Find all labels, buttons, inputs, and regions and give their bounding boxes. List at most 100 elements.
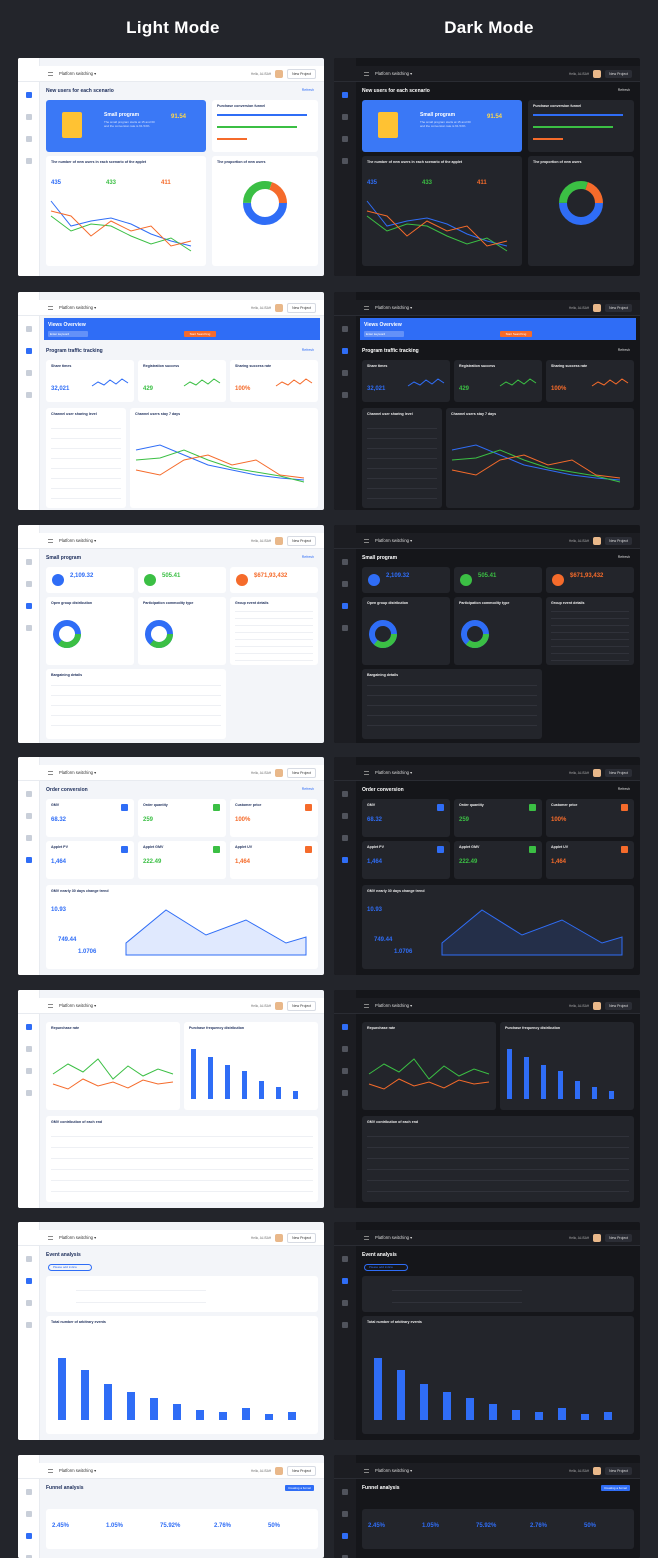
sidebar-nav-icon[interactable]: [26, 114, 32, 120]
new-project-button[interactable]: New Project: [287, 535, 316, 546]
sidebar-nav-icon[interactable]: [342, 158, 348, 164]
sidebar-nav-icon[interactable]: [26, 136, 32, 142]
sidebar-nav-icon[interactable]: [342, 559, 348, 565]
sidebar-nav-icon[interactable]: [26, 1090, 32, 1096]
menu-icon[interactable]: [48, 1468, 53, 1473]
sidebar-nav-icon[interactable]: [342, 348, 348, 354]
platform-switcher[interactable]: Platform switching ▾: [59, 1468, 97, 1473]
sidebar-nav-icon[interactable]: [342, 1068, 348, 1074]
menu-icon[interactable]: [48, 538, 53, 543]
sidebar-nav-icon[interactable]: [342, 581, 348, 587]
refresh-button[interactable]: Refresh: [301, 787, 314, 791]
filter-row[interactable]: [76, 1302, 206, 1303]
menu-icon[interactable]: [48, 71, 53, 76]
sidebar-nav-icon[interactable]: [342, 136, 348, 142]
refresh-button[interactable]: Refresh: [301, 88, 314, 92]
platform-switcher[interactable]: Platform switching ▾: [375, 770, 413, 775]
new-project-button[interactable]: New Project: [287, 767, 316, 778]
sidebar-nav-icon[interactable]: [26, 813, 32, 819]
avatar[interactable]: [593, 1466, 602, 1475]
sidebar-nav-icon[interactable]: [26, 1555, 32, 1558]
sidebar-nav-icon[interactable]: [342, 326, 348, 332]
sidebar-nav-icon[interactable]: [26, 1489, 32, 1495]
sidebar-nav-icon[interactable]: [26, 348, 32, 354]
sidebar-nav-icon[interactable]: [342, 1555, 348, 1558]
sidebar-nav-icon[interactable]: [26, 1046, 32, 1052]
search-button[interactable]: Start Searching: [500, 331, 532, 337]
platform-switcher[interactable]: Platform switching ▾: [375, 1235, 413, 1240]
sidebar-nav-icon[interactable]: [342, 1090, 348, 1096]
avatar[interactable]: [593, 768, 602, 777]
sidebar-nav-icon[interactable]: [342, 1300, 348, 1306]
sidebar-nav-icon[interactable]: [26, 1300, 32, 1306]
avatar[interactable]: [275, 1466, 284, 1475]
menu-icon[interactable]: [364, 1468, 369, 1473]
platform-switcher[interactable]: Platform switching ▾: [59, 770, 97, 775]
sidebar-nav-icon[interactable]: [26, 791, 32, 797]
sidebar-nav-icon[interactable]: [342, 857, 348, 863]
sidebar-nav-icon[interactable]: [26, 1278, 32, 1284]
platform-switcher[interactable]: Platform switching ▾: [59, 71, 97, 76]
platform-switcher[interactable]: Platform switching ▾: [375, 1003, 413, 1008]
filter-row[interactable]: [392, 1290, 522, 1291]
avatar[interactable]: [593, 303, 602, 312]
sidebar-nav-icon[interactable]: [26, 1256, 32, 1262]
sidebar-nav-icon[interactable]: [26, 1533, 32, 1539]
keyword-input[interactable]: Enter keyword: [364, 331, 404, 337]
sidebar-nav-icon[interactable]: [342, 791, 348, 797]
sidebar-nav-icon[interactable]: [342, 835, 348, 841]
platform-switcher[interactable]: Platform switching ▾: [59, 1235, 97, 1240]
avatar[interactable]: [593, 69, 602, 78]
sidebar-nav-icon[interactable]: [342, 625, 348, 631]
sidebar-nav-icon[interactable]: [26, 1068, 32, 1074]
avatar[interactable]: [275, 303, 284, 312]
avatar[interactable]: [593, 536, 602, 545]
new-project-button[interactable]: New Project: [287, 1465, 316, 1476]
add-indicator-button[interactable]: Please add indica: [48, 1264, 92, 1271]
new-project-button[interactable]: New Project: [287, 1000, 316, 1011]
new-project-button[interactable]: New Project: [605, 303, 632, 312]
sidebar-nav-icon[interactable]: [26, 392, 32, 398]
sidebar-nav-icon[interactable]: [26, 92, 32, 98]
sidebar-nav-icon[interactable]: [342, 370, 348, 376]
refresh-button[interactable]: Refresh: [301, 348, 314, 352]
sidebar-nav-icon[interactable]: [26, 1511, 32, 1517]
new-project-button[interactable]: New Project: [287, 68, 316, 79]
create-funnel-button[interactable]: Creating a funnel: [601, 1485, 630, 1491]
avatar[interactable]: [593, 1233, 602, 1242]
new-project-button[interactable]: New Project: [605, 1466, 632, 1475]
refresh-button[interactable]: Refresh: [617, 88, 630, 92]
sidebar-nav-icon[interactable]: [26, 559, 32, 565]
platform-switcher[interactable]: Platform switching ▾: [59, 305, 97, 310]
menu-icon[interactable]: [48, 1235, 53, 1240]
filter-row[interactable]: [392, 1302, 522, 1303]
search-button[interactable]: Start Searching: [184, 331, 216, 337]
avatar[interactable]: [275, 69, 284, 78]
avatar[interactable]: [593, 1001, 602, 1010]
avatar[interactable]: [275, 1001, 284, 1010]
sidebar-nav-icon[interactable]: [26, 857, 32, 863]
menu-icon[interactable]: [364, 305, 369, 310]
sidebar-nav-icon[interactable]: [26, 581, 32, 587]
sidebar-nav-icon[interactable]: [342, 1024, 348, 1030]
refresh-button[interactable]: Refresh: [617, 555, 630, 559]
create-funnel-button[interactable]: Creating a funnel: [285, 1485, 314, 1491]
sidebar-nav-icon[interactable]: [342, 92, 348, 98]
menu-icon[interactable]: [48, 770, 53, 775]
sidebar-nav-icon[interactable]: [26, 625, 32, 631]
sidebar-nav-icon[interactable]: [26, 835, 32, 841]
sidebar-nav-icon[interactable]: [26, 370, 32, 376]
avatar[interactable]: [275, 768, 284, 777]
sidebar-nav-icon[interactable]: [26, 1024, 32, 1030]
menu-icon[interactable]: [48, 305, 53, 310]
new-project-button[interactable]: New Project: [287, 302, 316, 313]
menu-icon[interactable]: [364, 71, 369, 76]
platform-switcher[interactable]: Platform switching ▾: [59, 1003, 97, 1008]
sidebar-nav-icon[interactable]: [342, 392, 348, 398]
sidebar-nav-icon[interactable]: [342, 1533, 348, 1539]
avatar[interactable]: [275, 1233, 284, 1242]
new-project-button[interactable]: New Project: [605, 69, 632, 78]
new-project-button[interactable]: New Project: [605, 768, 632, 777]
keyword-input[interactable]: Enter keyword: [48, 331, 88, 337]
refresh-button[interactable]: Refresh: [301, 555, 314, 559]
